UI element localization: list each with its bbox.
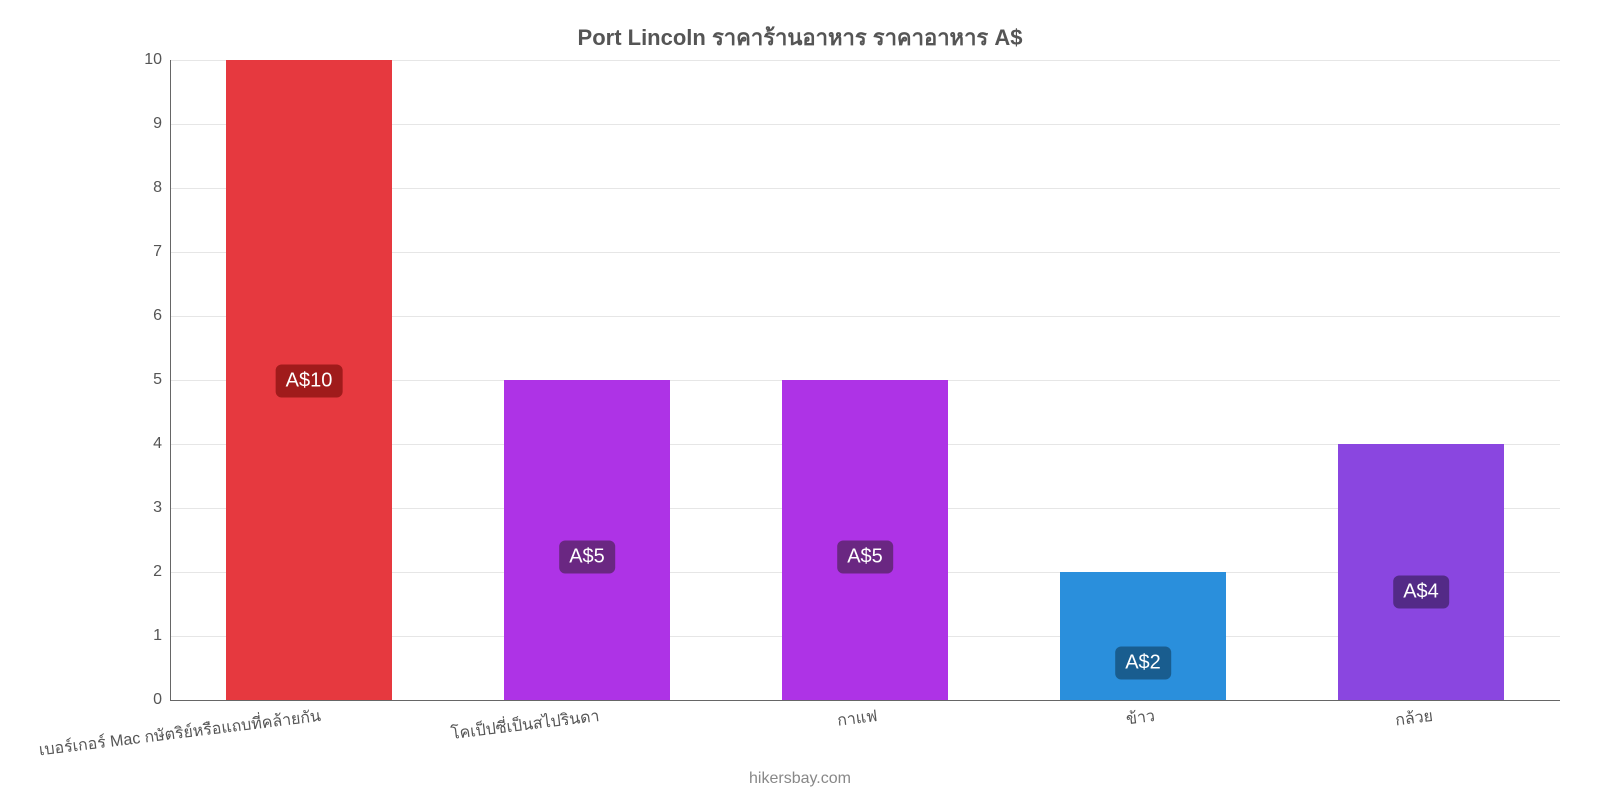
x-tick-label: กล้วย xyxy=(1393,700,1434,733)
plot-area: 012345678910A$10เบอร์เกอร์ Mac กษัตริย์ห… xyxy=(170,60,1560,700)
x-tick-label: กาแฟ xyxy=(835,700,879,734)
bar xyxy=(1060,572,1227,700)
y-tick-label: 1 xyxy=(153,627,170,645)
x-tick-label: ข้าว xyxy=(1124,700,1156,732)
y-tick-label: 9 xyxy=(153,115,170,133)
value-badge: A$2 xyxy=(1115,646,1171,679)
y-axis-line xyxy=(170,60,171,700)
bar xyxy=(1338,444,1505,700)
y-tick-label: 4 xyxy=(153,435,170,453)
y-tick-label: 10 xyxy=(144,51,170,69)
attribution-text: hikersbay.com xyxy=(0,770,1600,788)
price-bar-chart: Port Lincoln ราคาร้านอาหาร ราคาอาหาร A$ 0… xyxy=(0,0,1600,800)
value-badge: A$4 xyxy=(1393,576,1449,609)
value-badge: A$5 xyxy=(559,541,615,574)
y-tick-label: 5 xyxy=(153,371,170,389)
y-tick-label: 7 xyxy=(153,243,170,261)
chart-title: Port Lincoln ราคาร้านอาหาร ราคาอาหาร A$ xyxy=(0,20,1600,55)
value-badge: A$5 xyxy=(837,541,893,574)
y-tick-label: 2 xyxy=(153,563,170,581)
x-tick-label: เบอร์เกอร์ Mac กษัตริย์หรือแถบที่คล้ายกั… xyxy=(37,700,322,763)
value-badge: A$10 xyxy=(276,365,343,398)
y-tick-label: 3 xyxy=(153,499,170,517)
x-tick-label: โคเป็ปซี่เป็นสไปรินดา xyxy=(449,700,601,747)
y-tick-label: 8 xyxy=(153,179,170,197)
y-tick-label: 6 xyxy=(153,307,170,325)
y-tick-label: 0 xyxy=(153,691,170,709)
